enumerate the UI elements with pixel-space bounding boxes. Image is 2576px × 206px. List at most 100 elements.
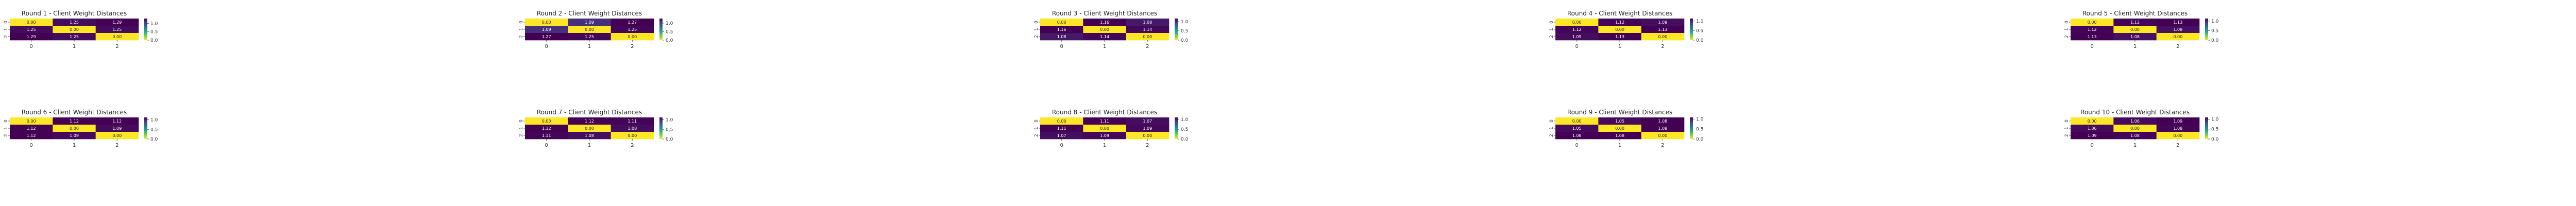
heatmap-cell (2113, 33, 2157, 41)
cell-value-label: 1.12 (2088, 27, 2097, 32)
colorbar-tick-label: 1.0 (1696, 117, 1704, 122)
panel-title: Round 8 - Client Weight Distances (1052, 109, 1157, 116)
heatmap-cell (568, 117, 611, 125)
heatmap-cell (1126, 132, 1170, 140)
heatmap-cell (2156, 132, 2200, 140)
cell-value-label: 1.06 (2088, 126, 2097, 131)
cell-value-label: 0.00 (1057, 20, 1066, 25)
colorbar-tick-label: 0.5 (150, 127, 158, 132)
heatmap-cell (611, 19, 654, 26)
heatmap-cell (568, 26, 611, 33)
cell-value-label: 1.13 (2173, 20, 2182, 25)
cell-value-label: 0.00 (1615, 27, 1624, 32)
y-tick-label: 0 (4, 21, 9, 24)
colorbar-tick-label: 0.5 (2211, 127, 2218, 132)
x-tick-label: 0 (1060, 143, 1063, 148)
x-tick-label: 0 (2090, 143, 2093, 148)
cell-value-label: 0.00 (585, 27, 594, 32)
panel-title: Round 4 - Client Weight Distances (1567, 10, 1672, 17)
cell-value-label: 0.00 (542, 119, 551, 124)
cell-value-label: 1.25 (27, 27, 36, 32)
y-tick-label: 1 (1034, 127, 1039, 130)
heatmap-cell (53, 33, 96, 41)
heatmap-cell (611, 132, 654, 140)
heatmap-cell (1040, 117, 1083, 125)
x-tick-label: 2 (1661, 44, 1664, 49)
colorbar-tick-label: 0.0 (150, 137, 158, 142)
x-tick-label: 1 (588, 44, 591, 49)
cell-value-label: 1.11 (1100, 119, 1109, 124)
colorbar-tick-label: 1.0 (2211, 117, 2219, 122)
heatmap-cell (2071, 33, 2114, 41)
cell-value-label: 1.09 (112, 126, 122, 131)
cell-value-label: 0.00 (542, 20, 551, 25)
y-tick-label: 2 (519, 35, 524, 38)
x-tick-label: 2 (631, 143, 634, 148)
heatmap-cell (1598, 33, 1641, 41)
cell-value-label: 0.00 (2088, 119, 2097, 124)
heatmap-cell (568, 125, 611, 132)
heatmap-cell (1555, 132, 1599, 140)
cell-value-label: 0.00 (1658, 133, 1667, 138)
cell-value-label: 0.00 (2173, 133, 2182, 138)
x-tick-label: 1 (2133, 143, 2137, 148)
heatmap-cell (1126, 19, 1170, 26)
y-tick-label: 0 (519, 119, 524, 123)
heatmap-cell (525, 19, 568, 26)
colorbar-tick-label: 0.0 (1181, 137, 1189, 142)
heatmap-cell (1641, 125, 1685, 132)
heatmap-cell (525, 125, 568, 132)
cell-value-label: 0.00 (1658, 35, 1667, 39)
y-tick-label: 2 (1549, 134, 1554, 137)
cell-value-label: 1.08 (1572, 133, 1582, 138)
y-tick-label: 2 (2064, 134, 2070, 137)
cell-value-label: 0.00 (1100, 126, 1109, 131)
cell-value-label: 1.07 (1143, 119, 1152, 124)
cell-value-label: 1.25 (628, 27, 637, 32)
cell-value-label: 1.14 (1143, 27, 1152, 32)
colorbar (1175, 117, 1178, 139)
heatmap-cell (1040, 26, 1083, 33)
y-tick-label: 0 (2064, 119, 2070, 123)
cell-value-label: 1.09 (1100, 133, 1109, 138)
y-tick-label: 2 (1034, 134, 1039, 137)
colorbar-tick-label: 0.5 (150, 30, 158, 35)
heatmap-cell (1598, 26, 1641, 33)
y-tick-label: 2 (4, 134, 9, 137)
heatmap-cell (1040, 33, 1083, 41)
cell-value-label: 1.09 (585, 20, 594, 25)
heatmap-cell (2156, 117, 2200, 125)
cell-value-label: 1.25 (112, 27, 122, 32)
colorbar-tick-label: 1.0 (1696, 19, 1704, 24)
y-tick-label: 1 (519, 28, 524, 31)
y-tick-label: 0 (2064, 21, 2070, 24)
colorbar-tick-label: 1.0 (666, 118, 673, 123)
colorbar (144, 117, 147, 139)
heatmap-cell (1641, 117, 1685, 125)
colorbar (1690, 117, 1693, 139)
cell-value-label: 1.07 (1057, 133, 1066, 138)
cell-value-label: 1.12 (2130, 20, 2140, 25)
y-tick-label: 0 (1549, 119, 1554, 123)
heatmap-cell (10, 132, 53, 140)
heatmap-cell (2071, 132, 2114, 140)
x-tick-label: 1 (73, 143, 76, 148)
cell-value-label: 1.08 (1057, 35, 1066, 39)
colorbar (659, 117, 663, 139)
cell-value-label: 1.08 (628, 126, 637, 131)
x-tick-label: 1 (588, 143, 591, 148)
colorbar-tick-label: 1.0 (1181, 20, 1189, 25)
heatmap-cell (1126, 26, 1170, 33)
heatmap-cell (1083, 19, 1126, 26)
cell-value-label: 1.25 (70, 35, 79, 39)
cell-value-label: 1.13 (2088, 35, 2097, 39)
heatmap-cell (1555, 33, 1599, 41)
panel-title: Round 2 - Client Weight Distances (537, 10, 642, 17)
y-tick-label: 2 (519, 134, 524, 137)
colorbar-tick-label: 0.0 (2211, 38, 2219, 43)
heatmap-cell (525, 33, 568, 41)
cell-value-label: 1.12 (27, 126, 36, 131)
